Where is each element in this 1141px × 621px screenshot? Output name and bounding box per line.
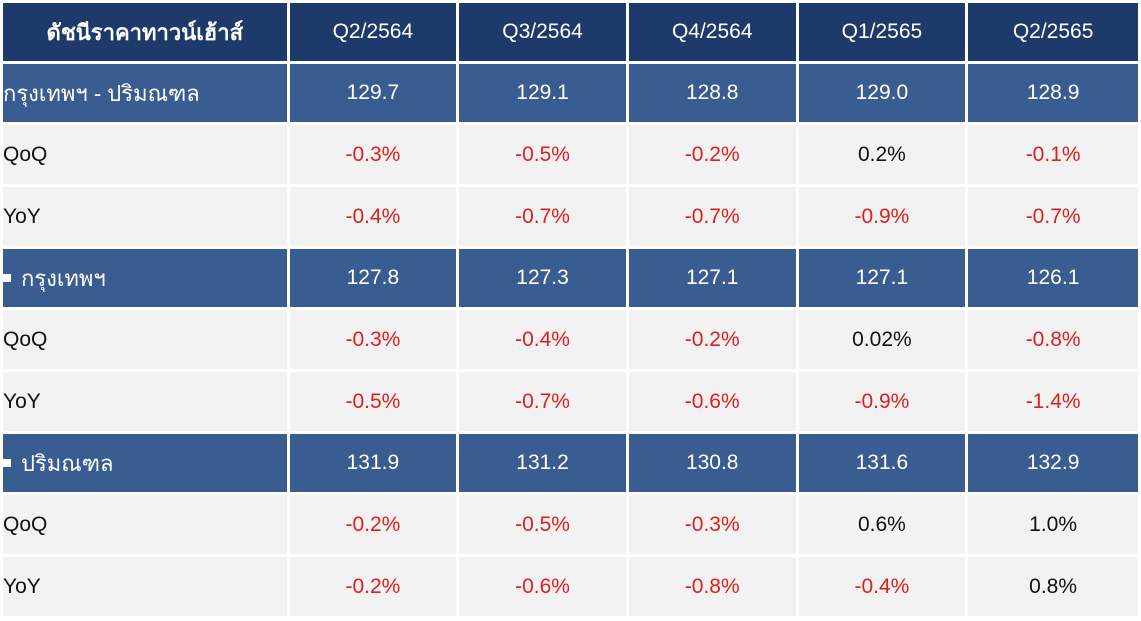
metric-row: QoQ -0.2% -0.5% -0.3% 0.6% 1.0% bbox=[3, 495, 1138, 554]
change-value: -0.3% bbox=[628, 495, 796, 554]
change-value: -0.9% bbox=[798, 372, 966, 431]
change-value: 0.6% bbox=[798, 495, 966, 554]
change-value: -1.4% bbox=[968, 372, 1138, 431]
metric-row: QoQ -0.3% -0.4% -0.2% 0.02% -0.8% bbox=[3, 310, 1138, 369]
index-value: 129.7 bbox=[289, 64, 457, 122]
change-value: 0.2% bbox=[798, 125, 966, 184]
change-value: -0.3% bbox=[289, 310, 457, 369]
metric-label: QoQ bbox=[3, 310, 287, 369]
index-value: 130.8 bbox=[628, 434, 796, 492]
index-value: 131.6 bbox=[798, 434, 966, 492]
column-header: Q1/2565 bbox=[798, 3, 966, 61]
index-value: 131.9 bbox=[289, 434, 457, 492]
change-value: -0.5% bbox=[459, 125, 626, 184]
change-value: -0.8% bbox=[628, 557, 796, 616]
header-row: ดัชนีราคาทาวน์เฮ้าส์ Q2/2564 Q3/2564 Q4/256… bbox=[3, 3, 1138, 61]
group-label-cell: กรุงเทพฯ - ปริมณฑล bbox=[3, 64, 287, 122]
column-header: Q2/2565 bbox=[968, 3, 1138, 61]
column-header: Q3/2564 bbox=[459, 3, 626, 61]
group-row: กรุงเทพฯ 127.8 127.3 127.1 127.1 126.1 bbox=[3, 249, 1138, 307]
change-value: -0.2% bbox=[289, 495, 457, 554]
index-value: 129.1 bbox=[459, 64, 626, 122]
change-value: -0.6% bbox=[459, 557, 626, 616]
change-value: -0.1% bbox=[968, 125, 1138, 184]
bullet-icon bbox=[3, 273, 11, 282]
change-value: 0.02% bbox=[798, 310, 966, 369]
metric-label: YoY bbox=[3, 372, 287, 431]
index-value: 128.9 bbox=[968, 64, 1138, 122]
change-value: -0.7% bbox=[459, 187, 626, 246]
metric-label: QoQ bbox=[3, 125, 287, 184]
change-value: -0.2% bbox=[628, 125, 796, 184]
change-value: -0.4% bbox=[798, 557, 966, 616]
group-row: ปริมณฑล 131.9 131.2 130.8 131.6 132.9 bbox=[3, 434, 1138, 492]
change-value: -0.4% bbox=[459, 310, 626, 369]
change-value: -0.8% bbox=[968, 310, 1138, 369]
column-header: Q2/2564 bbox=[289, 3, 457, 61]
change-value: -0.4% bbox=[289, 187, 457, 246]
column-header: Q4/2564 bbox=[628, 3, 796, 61]
table-body: ดัชนีราคาทาวน์เฮ้าส์ Q2/2564 Q3/2564 Q4/256… bbox=[3, 3, 1138, 616]
change-value: -0.2% bbox=[289, 557, 457, 616]
group-label-cell: กรุงเทพฯ bbox=[3, 249, 287, 307]
table-title: ดัชนีราคาทาวน์เฮ้าส์ bbox=[3, 3, 287, 61]
change-value: 1.0% bbox=[968, 495, 1138, 554]
index-value: 127.1 bbox=[798, 249, 966, 307]
change-value: -0.7% bbox=[628, 187, 796, 246]
change-value: -0.3% bbox=[289, 125, 457, 184]
change-value: -0.6% bbox=[628, 372, 796, 431]
index-value: 127.1 bbox=[628, 249, 796, 307]
group-label-cell: ปริมณฑล bbox=[3, 434, 287, 492]
group-label: ปริมณฑล bbox=[21, 450, 114, 476]
group-row: กรุงเทพฯ - ปริมณฑล 129.7 129.1 128.8 129.0 12… bbox=[3, 64, 1138, 122]
metric-row: QoQ -0.3% -0.5% -0.2% 0.2% -0.1% bbox=[3, 125, 1138, 184]
change-value: -0.2% bbox=[628, 310, 796, 369]
metric-row: YoY -0.4% -0.7% -0.7% -0.9% -0.7% bbox=[3, 187, 1138, 246]
index-value: 126.1 bbox=[968, 249, 1138, 307]
change-value: -0.7% bbox=[968, 187, 1138, 246]
change-value: -0.9% bbox=[798, 187, 966, 246]
group-label: กรุงเทพฯ - ปริมณฑล bbox=[3, 80, 200, 106]
index-value: 129.0 bbox=[798, 64, 966, 122]
change-value: -0.5% bbox=[289, 372, 457, 431]
index-value: 128.8 bbox=[628, 64, 796, 122]
index-value: 132.9 bbox=[968, 434, 1138, 492]
change-value: 0.8% bbox=[968, 557, 1138, 616]
metric-row: YoY -0.2% -0.6% -0.8% -0.4% 0.8% bbox=[3, 557, 1138, 616]
index-value: 127.8 bbox=[289, 249, 457, 307]
metric-label: QoQ bbox=[3, 495, 287, 554]
group-label: กรุงเทพฯ bbox=[21, 265, 106, 291]
index-value: 127.3 bbox=[459, 249, 626, 307]
metric-row: YoY -0.5% -0.7% -0.6% -0.9% -1.4% bbox=[3, 372, 1138, 431]
bullet-icon bbox=[3, 458, 11, 467]
change-value: -0.7% bbox=[459, 372, 626, 431]
change-value: -0.5% bbox=[459, 495, 626, 554]
index-value: 131.2 bbox=[459, 434, 626, 492]
metric-label: YoY bbox=[3, 187, 287, 246]
metric-label: YoY bbox=[3, 557, 287, 616]
